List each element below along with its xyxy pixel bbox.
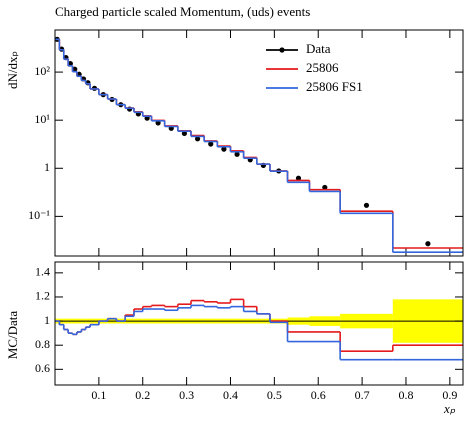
histogram-riser [58,305,341,360]
plot-frame [54,261,464,386]
legend-label: 25806 FS1 [306,79,363,94]
data-point [221,146,227,152]
data-point [67,61,73,67]
y-tick-label: 0.6 [35,361,50,375]
y-tick-label: 1.2 [35,289,50,303]
x-tick-label: 0.4 [223,388,238,402]
plot-frame [54,29,464,257]
x-tick-label: 0.1 [91,388,106,402]
legend-label: Data [306,41,331,56]
chart-title: Charged particle scaled Momentum, (uds) … [55,4,310,19]
y-tick-label: 0.8 [35,337,50,351]
y-tick-label: 10² [34,64,50,78]
data-point [208,141,214,147]
data-point [234,151,240,157]
y-tick-label: 1 [44,160,50,174]
histogram-riser [58,39,394,253]
x-tick-label: 0.8 [398,388,413,402]
histogram-riser [58,39,394,248]
y-tick-label: 10¹ [34,112,50,126]
x-tick-label: 0.6 [311,388,326,402]
y-tick-label: 1 [44,313,50,327]
legend-label: 25806 [306,60,339,75]
y-tick-label: 10⁻¹ [28,208,50,222]
data-point [181,130,188,137]
data-point [295,175,302,181]
data-point [363,202,370,208]
data-point [425,241,431,247]
x-tick-label: 0.5 [267,388,282,402]
legend-marker [279,47,285,53]
x-tick-label: 0.3 [179,388,194,402]
x-tick-label: 0.9 [442,388,457,402]
data-point [194,136,201,142]
ratio-y-axis-label: MC/Data [5,311,20,360]
x-tick-label: 0.2 [135,388,150,402]
data-point [72,66,78,72]
x-tick-label: 0.7 [355,388,370,402]
x-axis-label: xₚ [443,401,456,416]
data-point [322,184,328,191]
y-axis-label: dN/dxₚ [5,51,20,89]
y-tick-label: 1.4 [35,265,50,279]
